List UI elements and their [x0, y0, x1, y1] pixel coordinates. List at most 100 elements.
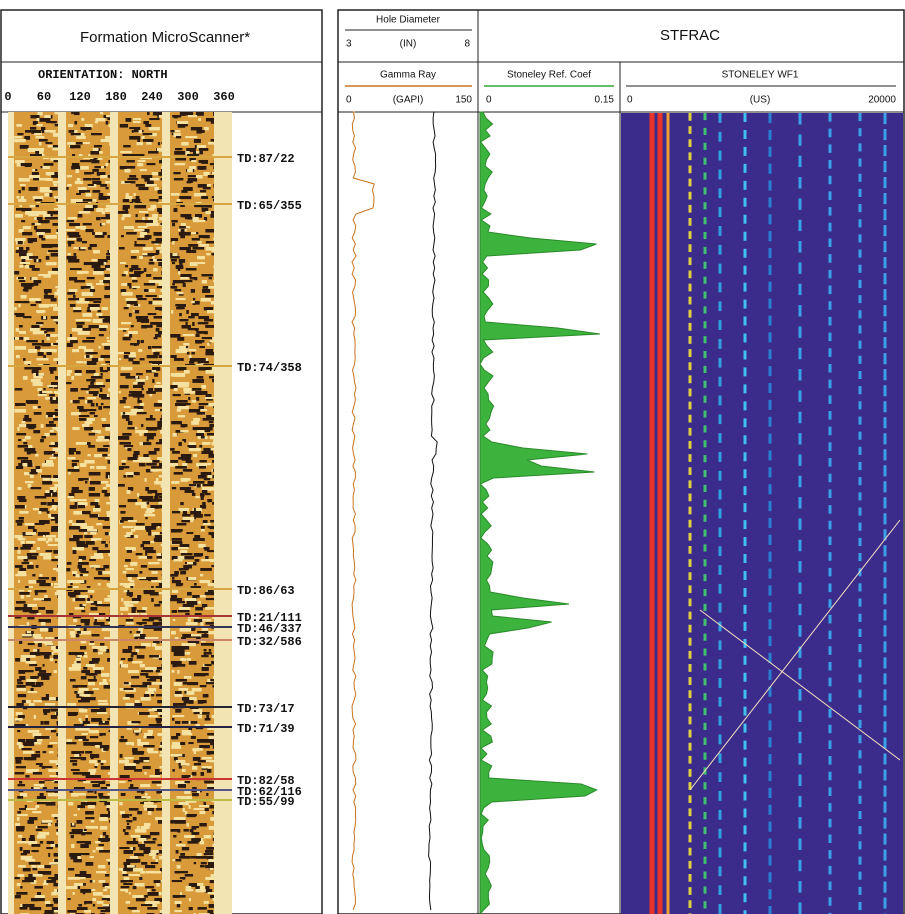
- texture: [174, 559, 183, 561]
- texture: [74, 598, 85, 601]
- texture: [211, 211, 214, 214]
- texture: [145, 478, 147, 482]
- texture: [80, 226, 86, 230]
- dip-label: TD:87/22: [237, 152, 295, 166]
- texture: [78, 214, 83, 217]
- texture: [49, 760, 57, 763]
- texture: [120, 754, 123, 758]
- texture: [21, 283, 27, 286]
- texture: [184, 391, 195, 394]
- texture: [127, 757, 133, 759]
- texture: [67, 292, 75, 295]
- azimuth-tick: 0: [4, 90, 11, 104]
- texture: [134, 646, 145, 649]
- texture: [145, 517, 147, 519]
- texture: [46, 334, 50, 337]
- texture: [75, 607, 84, 610]
- texture: [134, 472, 140, 475]
- texture: [80, 571, 88, 573]
- texture: [87, 397, 96, 399]
- texture: [159, 355, 162, 358]
- texture: [145, 793, 147, 796]
- texture: [141, 904, 152, 906]
- texture: [36, 466, 40, 469]
- texture: [45, 703, 56, 706]
- texture: [86, 601, 94, 603]
- texture: [76, 820, 82, 824]
- texture: [52, 427, 58, 430]
- texture: [127, 178, 138, 180]
- texture: [50, 400, 58, 404]
- texture: [99, 325, 108, 328]
- texture: [89, 661, 94, 664]
- texture: [155, 493, 159, 496]
- texture: [152, 379, 154, 383]
- texture: [151, 523, 161, 526]
- texture: [159, 439, 162, 442]
- texture: [154, 316, 162, 319]
- hole-diameter-max: 8: [464, 39, 470, 50]
- texture: [78, 886, 80, 889]
- texture: [33, 649, 37, 652]
- texture: [108, 553, 110, 556]
- texture: [212, 643, 214, 646]
- texture: [126, 820, 132, 822]
- texture: [175, 403, 186, 406]
- texture: [43, 556, 51, 560]
- texture: [48, 460, 51, 463]
- texture: [70, 499, 78, 502]
- texture: [18, 694, 26, 697]
- texture: [156, 808, 162, 811]
- texture: [89, 433, 95, 435]
- texture: [147, 514, 155, 516]
- texture: [161, 544, 162, 546]
- texture: [207, 784, 214, 787]
- texture: [185, 490, 195, 493]
- texture: [55, 112, 58, 114]
- texture: [108, 460, 110, 464]
- texture: [70, 268, 82, 270]
- texture: [73, 310, 81, 312]
- texture: [170, 820, 181, 824]
- texture: [173, 619, 175, 621]
- texture: [105, 361, 110, 363]
- texture: [143, 736, 146, 738]
- texture: [52, 451, 56, 454]
- texture: [179, 196, 191, 199]
- texture: [211, 655, 214, 658]
- texture: [193, 298, 195, 300]
- texture: [120, 262, 126, 264]
- texture: [183, 517, 195, 520]
- texture: [94, 268, 104, 271]
- texture: [85, 229, 93, 232]
- texture: [181, 454, 192, 457]
- texture: [19, 178, 30, 182]
- texture: [87, 352, 98, 354]
- texture: [23, 742, 34, 746]
- texture: [23, 376, 28, 380]
- texture: [44, 655, 50, 659]
- texture: [56, 322, 58, 324]
- texture: [70, 388, 78, 392]
- texture: [71, 112, 74, 114]
- texture: [107, 658, 110, 662]
- texture: [137, 271, 144, 273]
- texture: [44, 712, 48, 715]
- texture: [53, 649, 58, 653]
- orientation: ORIENTATION: NORTH: [38, 68, 168, 82]
- texture: [95, 619, 97, 622]
- texture: [56, 199, 58, 201]
- texture: [137, 238, 149, 240]
- texture: [143, 745, 154, 747]
- texture: [17, 874, 24, 877]
- texture: [179, 529, 183, 531]
- texture: [140, 169, 147, 171]
- well-log-screenshot: Formation MicroScanner* ORIENTATION: NOR…: [0, 0, 905, 914]
- texture: [212, 502, 214, 505]
- texture: [53, 655, 58, 659]
- texture: [147, 889, 150, 892]
- texture: [184, 835, 195, 838]
- texture: [15, 403, 26, 406]
- texture: [135, 883, 141, 886]
- texture: [129, 286, 131, 289]
